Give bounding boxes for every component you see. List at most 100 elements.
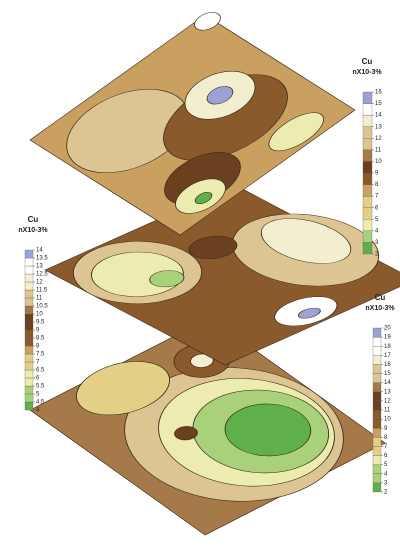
- colorbar-tick-label: 15: [384, 371, 391, 377]
- colorbar-tick-label: 20: [384, 326, 391, 332]
- colorbar-band: [373, 437, 381, 446]
- colorbar-tick-label: 9.5: [36, 320, 45, 326]
- colorbar-tick-label: 12: [36, 280, 43, 286]
- colorbar-tick-label: 4: [384, 471, 388, 477]
- colorbar-band: [373, 456, 381, 465]
- colorbar-tick-label: 10: [36, 312, 43, 318]
- colorbar-band: [363, 219, 372, 231]
- contour-map: [29, 9, 363, 235]
- colorbar-tick-label: 19: [384, 335, 391, 341]
- colorbar-tick-label: 6: [375, 205, 379, 211]
- colorbar-subtitle: nX10-3%: [352, 69, 382, 76]
- colorbar-tick-label: 13: [36, 264, 43, 270]
- colorbar-tick-label: 6: [36, 376, 40, 382]
- colorbar-band: [373, 328, 381, 337]
- colorbar-tick-label: 8: [36, 344, 40, 350]
- colorbar-band: [373, 474, 381, 483]
- colorbar-band: [25, 354, 33, 362]
- colorbar-band: [25, 386, 33, 394]
- colorbar-tick-label: 3: [384, 480, 388, 486]
- colorbar-tick-label: 6.5: [36, 368, 45, 374]
- colorbar-tick-label: 9: [36, 328, 40, 334]
- colorbar-band: [363, 208, 372, 220]
- colorbar-tick-label: 10: [375, 159, 382, 165]
- colorbar-tick-label: 3: [375, 240, 379, 246]
- colorbar-band: [363, 115, 372, 127]
- colorbar-band: [25, 274, 33, 282]
- colorbar-tick-label: 15: [375, 101, 382, 107]
- colorbar-tick-label: 16: [375, 90, 382, 96]
- colorbar-tick-label: 13: [384, 389, 391, 395]
- colorbar-band: [363, 185, 372, 197]
- colorbar-tick-label: 7: [375, 194, 379, 200]
- colorbar-band: [363, 161, 372, 173]
- colorbar-band: [373, 337, 381, 346]
- colorbar-band: [373, 346, 381, 355]
- colorbar-band: [373, 410, 381, 419]
- colorbar-tick-label: 5: [384, 462, 388, 468]
- colorbar-band: [25, 266, 33, 274]
- colorbar-band: [373, 364, 381, 373]
- colorbar-tick-label: 13.5: [36, 256, 48, 262]
- colorbar-band: [373, 483, 381, 492]
- colorbar-band: [363, 231, 372, 243]
- colorbar-band: [25, 338, 33, 346]
- colorbar-band: [373, 383, 381, 392]
- colorbar-band: [25, 362, 33, 370]
- colorbar-band: [373, 401, 381, 410]
- colorbar-title: Cu: [28, 215, 39, 224]
- colorbar-tick-label: 2: [384, 490, 388, 496]
- colorbar-band: [25, 346, 33, 354]
- colorbar-tick-label: 6: [384, 453, 388, 459]
- colorbar-tick-label: 9: [384, 426, 388, 432]
- colorbar-band: [25, 282, 33, 290]
- colorbar-tick-label: 7.5: [36, 352, 45, 358]
- colorbar-band: [25, 258, 33, 266]
- colorbar-band: [25, 306, 33, 314]
- chart: Cu nX10-3% 2 3 4 5 6 7 8 9 10 11 12 13 14 15 16 Cu nX10-3%…: [0, 0, 400, 547]
- colorbar-tick-label: 13: [375, 124, 382, 130]
- colorbar-band: [373, 355, 381, 364]
- colorbar-tick-label: 12: [384, 398, 391, 404]
- colorbar-tick-label: 11: [384, 408, 391, 414]
- colorbar-tick-label: 8: [375, 182, 379, 188]
- colorbar-title: Cu: [362, 57, 373, 66]
- colorbar-tick-label: 5: [375, 217, 379, 223]
- colorbar-band: [363, 242, 372, 254]
- colorbar-tick-label: 7: [384, 444, 388, 450]
- colorbar-title: Cu: [375, 293, 386, 302]
- colorbar-tick-label: 10: [384, 417, 391, 423]
- colorbar-tick-label: 8.5: [36, 336, 45, 342]
- colorbar-band: [25, 330, 33, 338]
- colorbar-tick-label: 7: [36, 360, 40, 366]
- colorbar-tick-label: 14: [36, 248, 43, 254]
- colorbar-tick-label: 5.5: [36, 384, 45, 390]
- colorbar-band: [25, 250, 33, 258]
- colorbar-band: [25, 370, 33, 378]
- colorbar-subtitle: nX10-3%: [365, 305, 395, 312]
- colorbar-band: [25, 322, 33, 330]
- colorbar-tick-label: 11.5: [36, 288, 48, 294]
- colorbar-band: [373, 374, 381, 383]
- colorbar-tick-label: 17: [384, 353, 391, 359]
- colorbar-tick-label: 4.5: [36, 400, 45, 406]
- colorbar-band: [25, 298, 33, 306]
- colorbar-subtitle: nX10-3%: [18, 227, 48, 234]
- colorbar-band: [363, 150, 372, 162]
- colorbar-tick-label: 14: [375, 113, 382, 119]
- colorbar-tick-label: 8: [384, 435, 388, 441]
- colorbar-band: [25, 378, 33, 386]
- colorbar-tick-label: 12.5: [36, 272, 48, 278]
- colorbar-tick-label: 16: [384, 362, 391, 368]
- colorbar-tick-label: 4: [375, 228, 379, 234]
- colorbar-band: [25, 314, 33, 322]
- colorbar-band: [363, 138, 372, 150]
- colorbar-band: [25, 290, 33, 298]
- colorbar-band: [363, 104, 372, 116]
- colorbar-tick-label: 11: [36, 296, 43, 302]
- colorbar-band: [363, 127, 372, 139]
- colorbar-band: [25, 402, 33, 410]
- colorbar-band: [373, 465, 381, 474]
- colorbar-band: [373, 392, 381, 401]
- colorbar-tick-label: 5: [36, 392, 40, 398]
